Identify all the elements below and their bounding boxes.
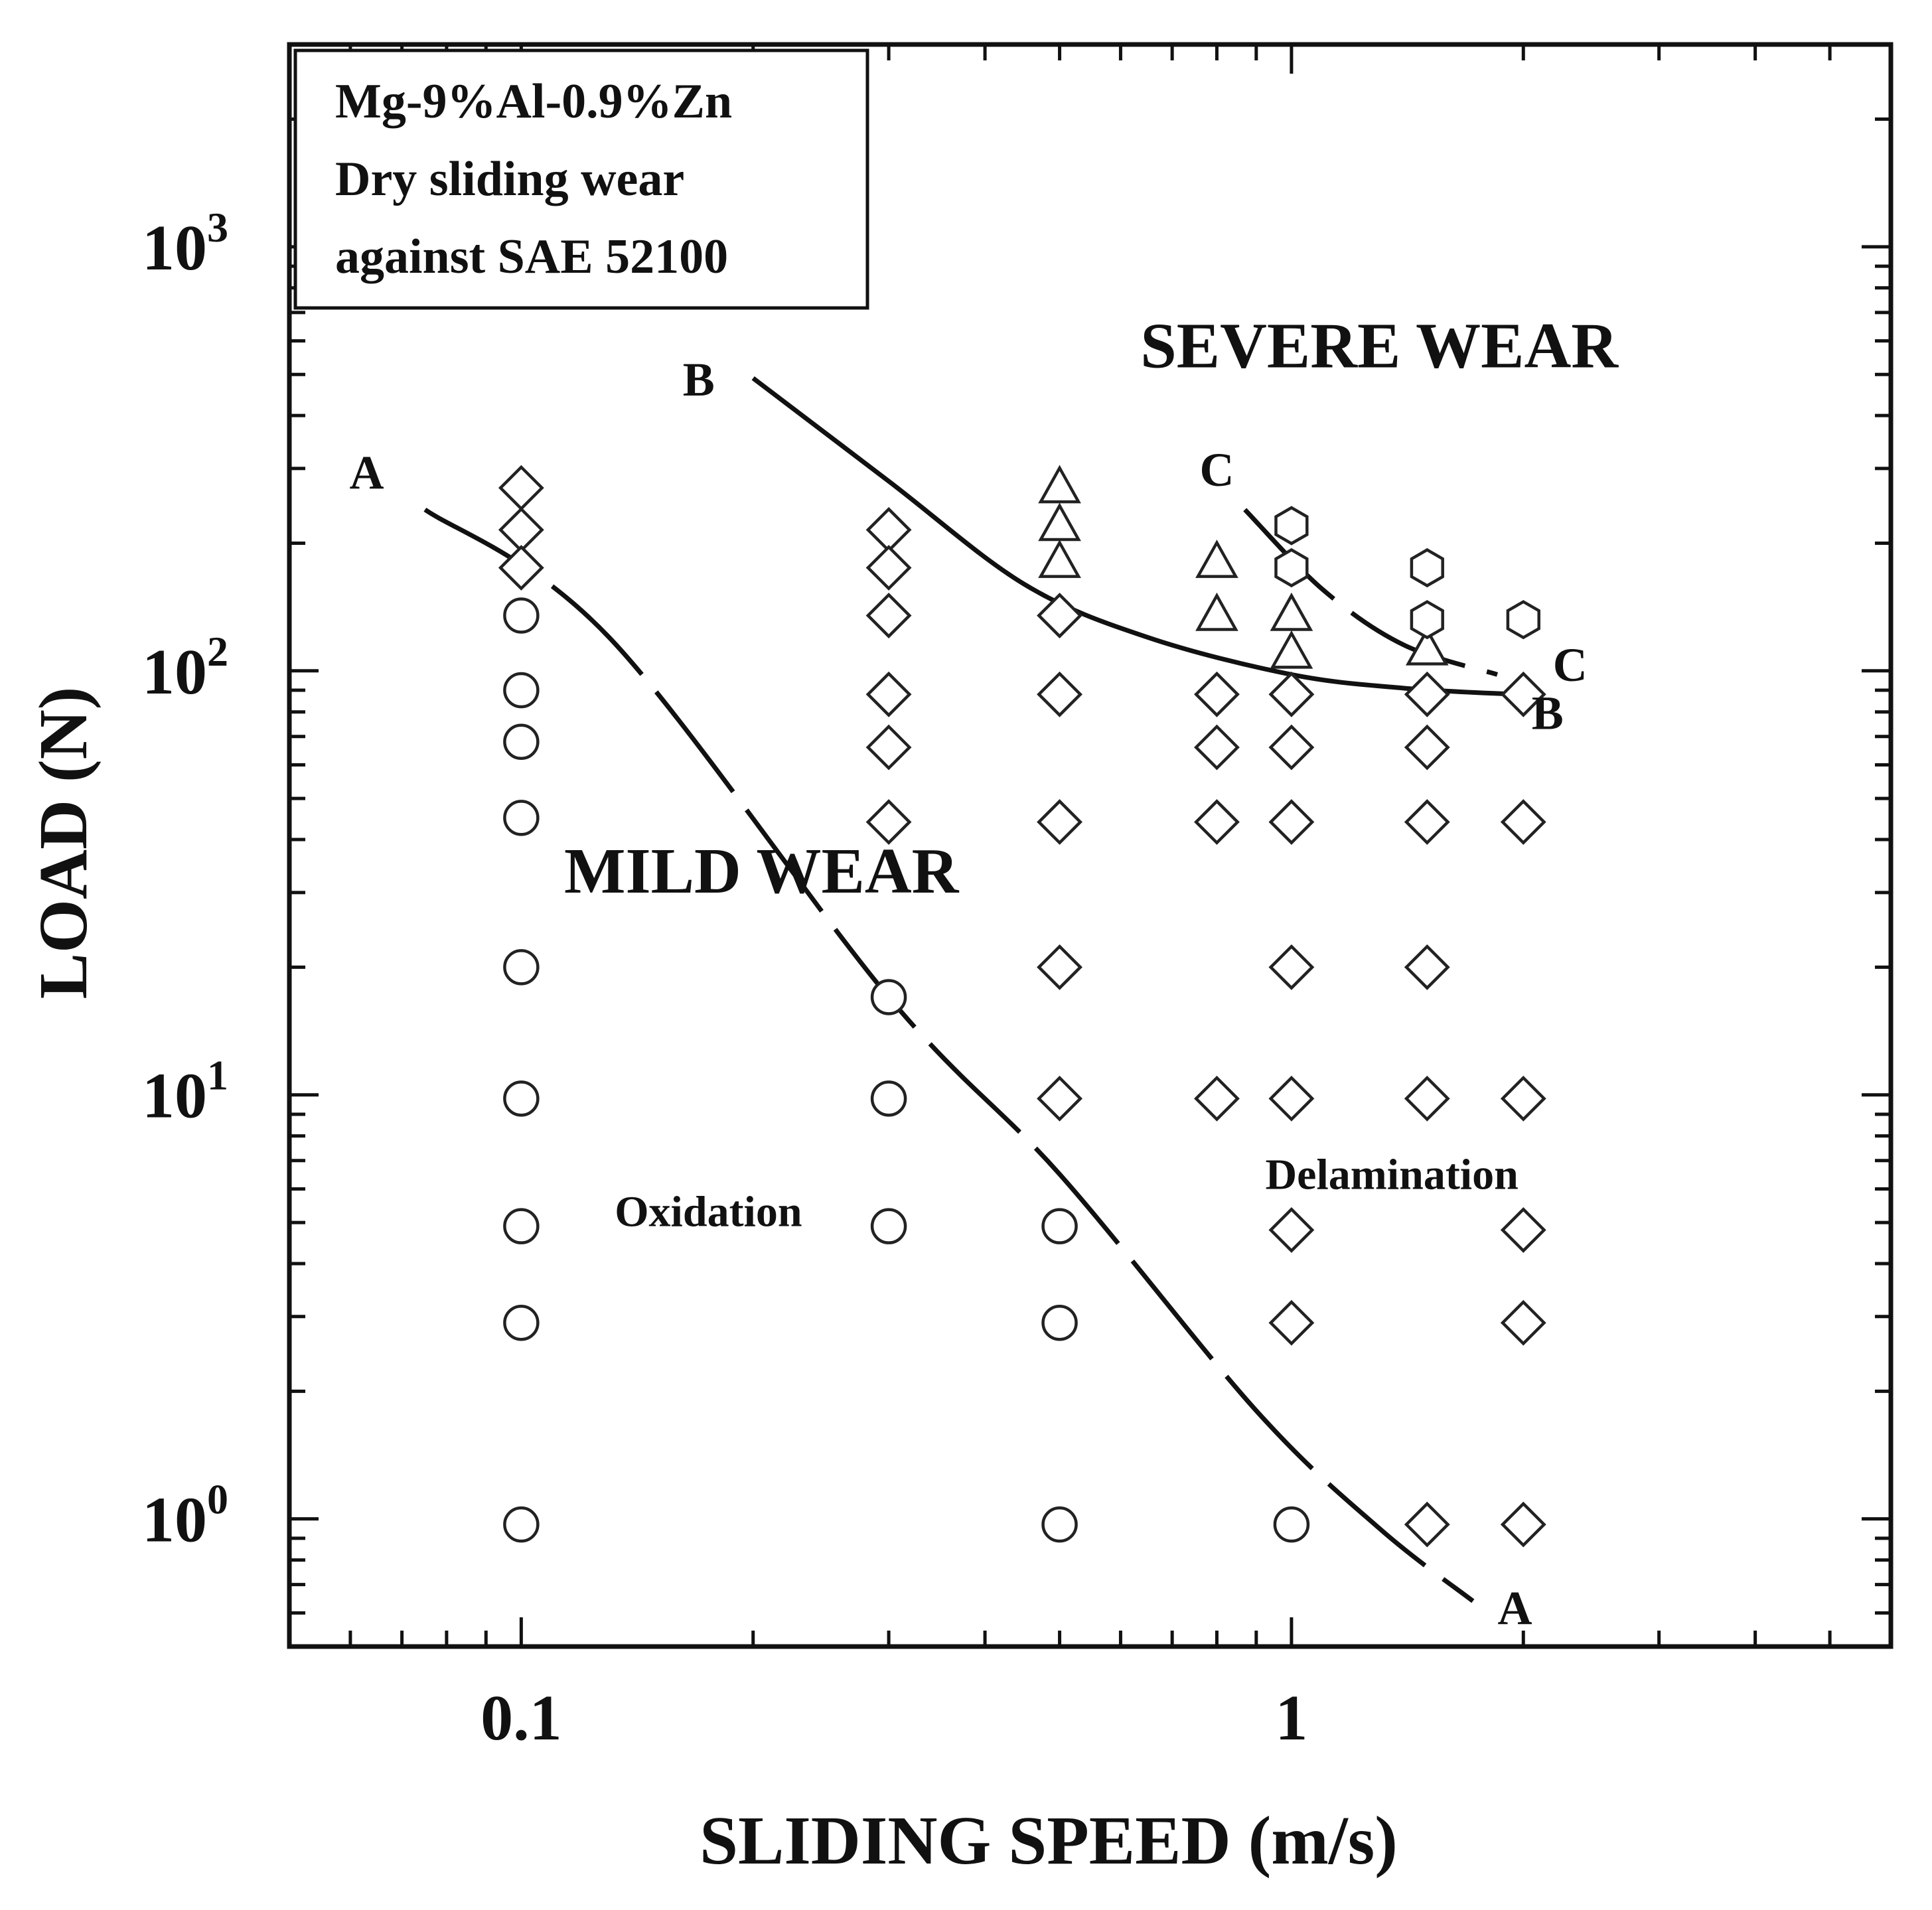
data-point-diamond [1037, 1075, 1082, 1122]
boundary-b-line [751, 376, 1515, 697]
data-point-diamond [1037, 593, 1082, 638]
data-point-diamond [1500, 1075, 1546, 1122]
data-point-circle [503, 672, 540, 709]
data-point-triangle [1270, 630, 1313, 669]
data-point-diamond [1404, 671, 1450, 717]
info-line-counterface: against SAE 52100 [335, 230, 728, 284]
data-point-hexagon [1274, 506, 1309, 546]
data-point-diamond [1194, 724, 1240, 771]
data-point-diamond [1404, 1075, 1450, 1122]
data-point-circle [503, 723, 540, 761]
data-point-circle [503, 1304, 540, 1341]
data-point-circle [1041, 1208, 1078, 1244]
data-point-triangle [1195, 540, 1238, 578]
region-label-severe-wear: SEVERE WEAR [1140, 310, 1619, 382]
data-point-diamond [1500, 799, 1546, 845]
data-point-circle [503, 1208, 540, 1244]
data-point-circle [503, 800, 540, 836]
x-tick-label: 0.1 [481, 1682, 562, 1754]
data-point-diamond [1268, 671, 1315, 717]
boundary-c-label: C [1553, 638, 1588, 692]
region-label-oxidation: Oxidation [615, 1188, 802, 1236]
data-point-circle [1041, 1506, 1078, 1543]
info-line-alloy: Mg-9%Al-0.9%Zn [335, 74, 732, 129]
data-point-diamond [1194, 671, 1240, 717]
data-point-hexagon [1410, 600, 1444, 640]
x-tick-label: 1 [1275, 1682, 1307, 1754]
y-tick-label: 103 [142, 204, 228, 284]
data-point-hexagon [1506, 600, 1540, 640]
plot-frame [287, 42, 1894, 1649]
data-point-diamond [1268, 724, 1315, 771]
data-point-diamond [1268, 799, 1315, 845]
data-point-diamond [1404, 1501, 1450, 1548]
data-point-triangle [1038, 465, 1081, 504]
data-point-diamond [1268, 944, 1315, 990]
data-point-circle [870, 1080, 907, 1117]
data-point-diamond [1037, 671, 1082, 717]
data-point-triangle [1038, 502, 1081, 542]
data-point-circle [503, 949, 540, 986]
data-point-diamond [1268, 1299, 1315, 1346]
data-point-diamond [1500, 1299, 1546, 1346]
data-point-triangle [1405, 626, 1449, 666]
info-box-frame [293, 48, 869, 310]
boundary-a-line [423, 508, 1475, 1603]
data-point-diamond [1037, 944, 1082, 990]
axis-tick-labels: 0.1 1 100 101 102 103 [142, 204, 1307, 1754]
data-point-diamond [1268, 1207, 1315, 1253]
data-point-diamond [1500, 1501, 1546, 1548]
data-point-triangle [1038, 540, 1081, 578]
regime-boundaries [423, 376, 1515, 1603]
data-point-diamond [1500, 1207, 1546, 1253]
y-tick-label: 101 [142, 1052, 228, 1132]
boundary-c-label: C [1199, 443, 1234, 496]
data-point-diamond [1268, 1075, 1315, 1122]
boundary-c-line [1243, 508, 1499, 677]
axis-ticks [287, 42, 1893, 1649]
data-point-triangle [1270, 592, 1313, 631]
y-tick-label: 100 [142, 1476, 228, 1556]
data-point-diamond [498, 545, 544, 591]
data-point-diamond [1037, 799, 1082, 845]
data-point-diamond [1194, 799, 1240, 845]
data-point-circle [503, 1080, 540, 1117]
data-point-circle [1041, 1304, 1078, 1341]
boundary-a-label: A [1498, 1581, 1532, 1635]
data-point-circle [870, 1208, 907, 1244]
data-point-diamond [1194, 1075, 1240, 1122]
y-axis-title: LOAD (N) [25, 687, 102, 999]
data-point-triangle [1195, 592, 1238, 631]
data-point-diamond [865, 799, 912, 845]
data-point-circle [503, 1506, 540, 1543]
data-point-diamond [865, 593, 912, 638]
data-point-circle [870, 979, 907, 1015]
data-point-diamond [1500, 671, 1546, 717]
data-point-diamond [1404, 799, 1450, 845]
data-point-hexagon [1274, 548, 1309, 588]
region-label-mild-wear: MILD WEAR [564, 836, 960, 907]
data-point-diamond [1404, 944, 1450, 990]
data-point-diamond [865, 545, 912, 591]
region-label-delamination: Delamination [1266, 1150, 1519, 1199]
data-point-diamond [1404, 724, 1450, 771]
y-tick-label: 102 [142, 628, 228, 708]
data-point-diamond [865, 724, 912, 771]
boundary-b-label: B [1532, 687, 1564, 740]
x-axis-title: SLIDING SPEED (m/s) [700, 1802, 1398, 1879]
data-point-diamond [865, 671, 912, 717]
boundary-a-label: A [349, 447, 384, 500]
data-point-circle [1273, 1506, 1310, 1543]
data-point-circle [503, 597, 540, 634]
info-box: Mg-9%Al-0.9%Zn Dry sliding wear against … [293, 48, 869, 310]
data-point-hexagon [1410, 548, 1444, 588]
info-line-condition: Dry sliding wear [335, 152, 684, 206]
data-markers [498, 465, 1546, 1548]
boundary-b-label: B [683, 353, 715, 406]
